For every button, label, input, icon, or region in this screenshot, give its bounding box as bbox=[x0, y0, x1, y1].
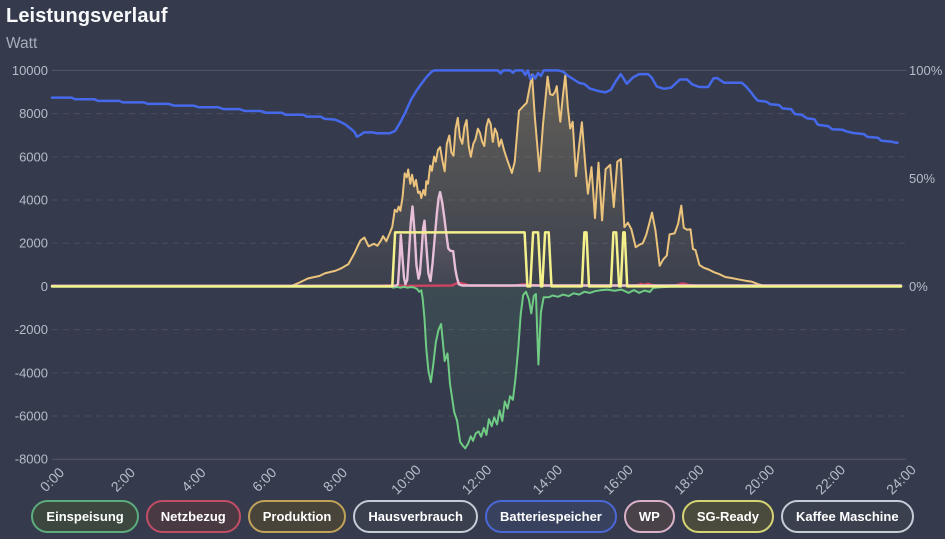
svg-text:24:00: 24:00 bbox=[883, 461, 919, 497]
svg-text:4:00: 4:00 bbox=[178, 464, 209, 495]
svg-text:6:00: 6:00 bbox=[249, 464, 280, 495]
svg-text:4000: 4000 bbox=[19, 193, 48, 208]
svg-text:22:00: 22:00 bbox=[812, 461, 848, 497]
svg-text:16:00: 16:00 bbox=[600, 461, 636, 497]
svg-text:20:00: 20:00 bbox=[741, 461, 777, 497]
svg-text:14:00: 14:00 bbox=[529, 461, 565, 497]
svg-text:6000: 6000 bbox=[19, 149, 48, 164]
svg-text:12:00: 12:00 bbox=[458, 461, 494, 497]
svg-text:0:00: 0:00 bbox=[37, 464, 68, 495]
svg-text:0%: 0% bbox=[909, 279, 928, 294]
svg-text:-4000: -4000 bbox=[15, 365, 48, 380]
svg-text:50%: 50% bbox=[909, 171, 935, 186]
svg-text:100%: 100% bbox=[909, 63, 943, 78]
svg-text:2:00: 2:00 bbox=[108, 464, 139, 495]
svg-text:-6000: -6000 bbox=[15, 409, 48, 424]
svg-text:-2000: -2000 bbox=[15, 322, 48, 337]
svg-text:-8000: -8000 bbox=[15, 452, 48, 467]
svg-text:0: 0 bbox=[41, 279, 48, 294]
svg-text:8:00: 8:00 bbox=[320, 464, 351, 495]
svg-text:2000: 2000 bbox=[19, 236, 48, 251]
svg-text:10000: 10000 bbox=[12, 63, 48, 78]
svg-text:8000: 8000 bbox=[19, 106, 48, 121]
svg-text:18:00: 18:00 bbox=[671, 461, 707, 497]
svg-text:10:00: 10:00 bbox=[388, 461, 424, 497]
